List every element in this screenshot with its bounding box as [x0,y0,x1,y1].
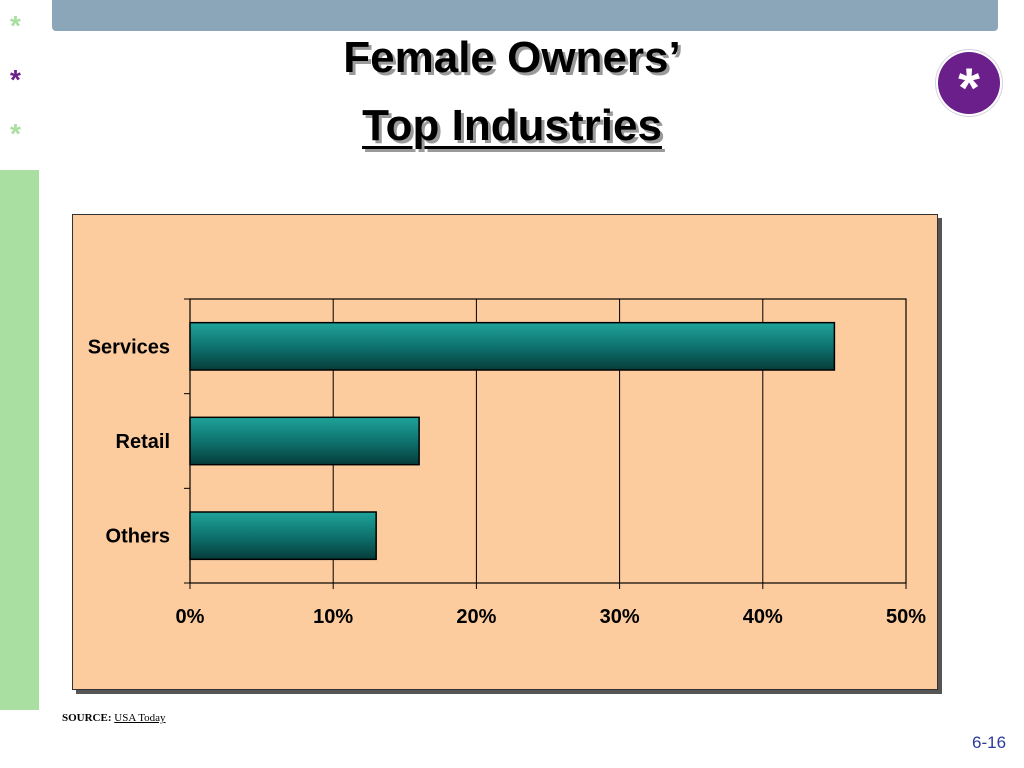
asterisk-badge-icon: * [936,50,1002,116]
category-label: Services [88,336,170,358]
badge-symbol: * [938,52,1000,116]
bar [189,321,836,371]
bar [189,416,420,466]
x-tick-label: 30% [600,606,640,628]
chart-container: 0% 10% 20% 30% 40% 50% Services Retail Others [72,214,938,690]
category-label: Others [106,526,170,548]
slide-title-line1: Female Owners’ [343,33,681,82]
left-strip [0,170,39,710]
bar-chart: 0% 10% 20% 30% 40% 50% Services Retail Others [88,298,926,628]
category-label: Retail [116,431,170,453]
x-tick-label: 50% [886,606,926,628]
top-bar [52,0,998,31]
slide-title-line2: Top Industries [362,101,662,150]
star-icon-1: * [10,10,21,41]
bar [189,511,377,561]
x-tick-label: 0% [176,606,205,628]
source-link[interactable]: USA Today [114,712,166,724]
source-label: SOURCE: [62,712,112,724]
x-tick-label: 20% [456,606,496,628]
source-note: SOURCE: USA Today [62,712,166,724]
x-tick-label: 10% [313,606,353,628]
page-number: 6-16 [972,733,1007,752]
star-icon-2: * [10,64,21,95]
star-icon-3: * [10,118,21,149]
x-tick-label: 40% [743,606,783,628]
